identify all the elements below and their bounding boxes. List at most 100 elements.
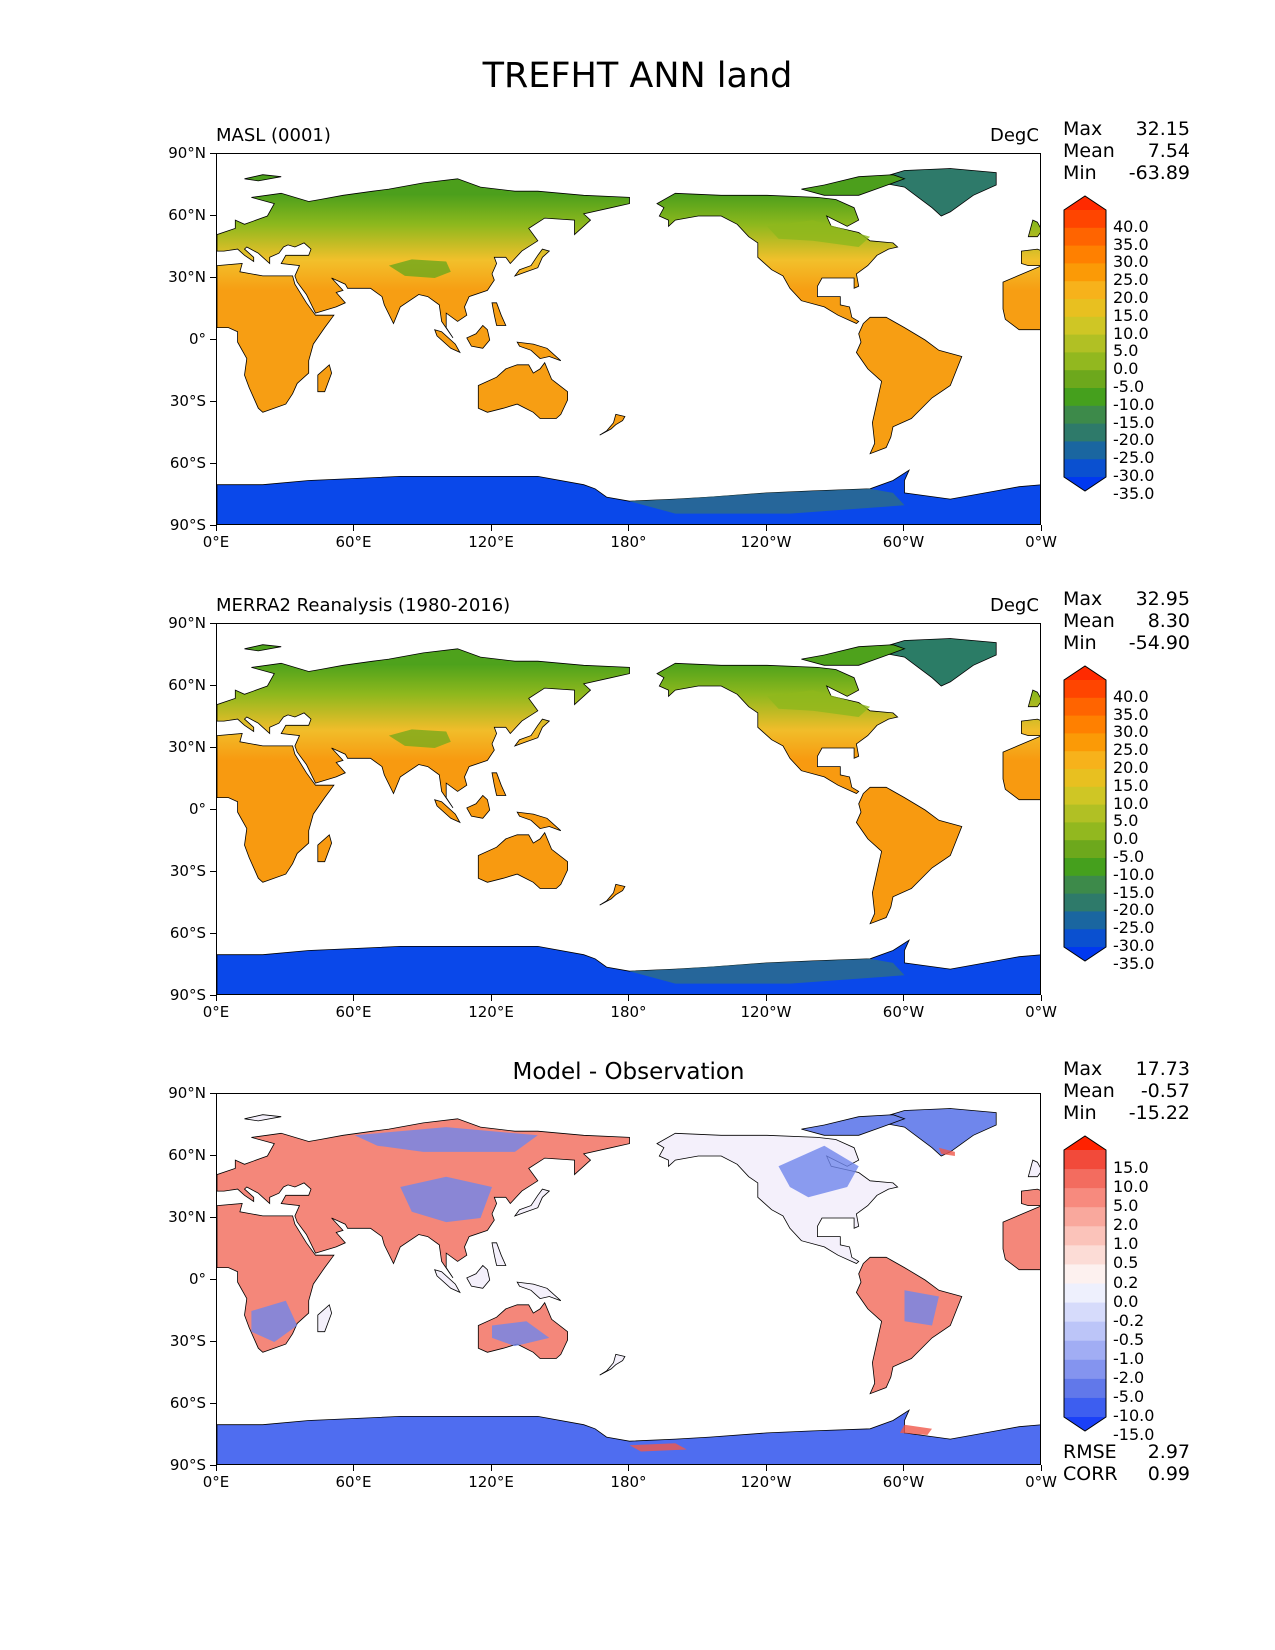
y-tick-label: 30°N xyxy=(168,738,206,756)
colorbar-tick-label: -5.0 xyxy=(1113,847,1145,866)
units-label: DegC xyxy=(990,595,1039,616)
colorbar-segment xyxy=(1064,1226,1106,1246)
colorbar-segment xyxy=(1064,680,1106,699)
units-label: DegC xyxy=(990,125,1039,146)
colorbar-segment xyxy=(1064,1245,1106,1265)
colorbar-segment xyxy=(1064,1150,1106,1170)
colorbar-tick-label: 15.0 xyxy=(1113,775,1149,795)
land-philippines xyxy=(491,772,507,796)
stat-value: -54.90 xyxy=(1128,632,1190,654)
y-tick-mark xyxy=(210,152,216,154)
ross-ice-warm-spot xyxy=(629,1443,687,1452)
colorbar-segment xyxy=(1064,751,1106,770)
colorbar-segment xyxy=(1064,352,1106,371)
colorbar-extend-top xyxy=(1064,196,1106,210)
colorbar xyxy=(1063,1135,1107,1432)
stat-name: Mean xyxy=(1063,140,1115,162)
colorbar-segment xyxy=(1064,858,1106,877)
x-tick-mark xyxy=(1040,1465,1042,1471)
world-map-svg xyxy=(217,1108,1040,1464)
colorbar-tick-label: 5.0 xyxy=(1113,811,1139,831)
x-tick-label: 120°W xyxy=(740,1473,792,1491)
stat-name: Min xyxy=(1063,162,1097,184)
colorbar-segment xyxy=(1064,210,1106,229)
x-tick-mark xyxy=(628,525,630,531)
land-arctic_isl xyxy=(801,1114,906,1136)
colorbar-tick-label: 25.0 xyxy=(1113,270,1149,290)
stat-name: Mean xyxy=(1063,610,1115,632)
colorbar-outline xyxy=(1063,195,1107,492)
colorbar xyxy=(1063,195,1107,492)
colorbar-tick-label: -5.0 xyxy=(1113,1386,1145,1406)
colorbar-tick-label: 25.0 xyxy=(1113,740,1149,760)
weddell-warm-spot xyxy=(899,1424,932,1435)
land-madagascar xyxy=(317,364,333,393)
colorbar-tick-label: 5.0 xyxy=(1113,341,1139,361)
colorbar-extend-bottom xyxy=(1064,1417,1106,1431)
stat-value: 2.97 xyxy=(1147,1441,1190,1463)
colorbar-tick-label: 40.0 xyxy=(1113,686,1149,706)
colorbar-segment xyxy=(1064,715,1106,734)
y-tick-mark xyxy=(210,524,216,526)
land-svalbard xyxy=(244,644,282,652)
colorbar-segment xyxy=(1064,316,1106,336)
x-tick-label: 120°W xyxy=(740,533,792,551)
colorbar-segment xyxy=(1064,281,1106,300)
stat-value: -0.57 xyxy=(1140,1080,1190,1102)
panel-label: MASL (0001) xyxy=(216,125,331,146)
colorbar-tick-label: -2.0 xyxy=(1113,1367,1145,1387)
x-tick-label: 180° xyxy=(610,533,647,551)
land-borneo xyxy=(466,794,491,819)
y-tick-mark xyxy=(210,1402,216,1404)
tibet-region xyxy=(388,259,451,278)
y-tick-label: 60°S xyxy=(169,454,206,472)
land-japan xyxy=(513,718,551,747)
land-arctic_isl xyxy=(801,174,906,196)
x-tick-mark xyxy=(628,995,630,1001)
x-tick-mark xyxy=(353,995,355,1001)
land-philippines xyxy=(491,302,507,326)
stat-min: Min -54.90 xyxy=(1063,632,1190,654)
land-iberia xyxy=(1021,1188,1040,1206)
land-madagascar xyxy=(317,834,333,863)
colorbar-segment xyxy=(1064,1188,1106,1208)
stat-name: Min xyxy=(1063,632,1097,654)
colorbar-tick-label: 35.0 xyxy=(1113,234,1149,254)
land-eurasia xyxy=(217,178,630,339)
land-samerica xyxy=(855,316,963,455)
x-tick-mark xyxy=(490,1465,492,1471)
x-tick-label: 120°E xyxy=(468,533,514,551)
figure-title: TREFHT ANN land xyxy=(482,56,793,96)
y-tick-label: 60°N xyxy=(168,206,206,224)
land-borneo xyxy=(466,324,491,349)
x-tick-label: 60°E xyxy=(335,1473,372,1491)
stat-value: -15.22 xyxy=(1128,1102,1190,1124)
land-sumatra xyxy=(434,329,461,354)
colorbar-tick-label: -15.0 xyxy=(1113,1425,1155,1445)
north-america-boreal xyxy=(767,690,871,717)
colorbar-segment xyxy=(1064,1397,1106,1418)
colorbar-tick-label: -15.0 xyxy=(1113,882,1155,902)
colorbar-tick-label: 10.0 xyxy=(1113,1177,1149,1197)
x-tick-label: 60°W xyxy=(882,533,925,551)
land-africa_w xyxy=(1002,736,1040,801)
stat-name: Max xyxy=(1063,118,1103,140)
x-tick-mark xyxy=(353,525,355,531)
colorbar-segment xyxy=(1064,227,1106,247)
map-frame xyxy=(216,623,1041,995)
land-svalbard xyxy=(244,1114,282,1122)
y-tick-label: 90°S xyxy=(169,1456,206,1474)
map-panel-2: MERRA2 Reanalysis (1980-2016) DegC 90°N 60°… xyxy=(0,0,1275,1021)
land-australia xyxy=(477,831,568,889)
colorbar-segment xyxy=(1064,405,1106,425)
colorbar-segment xyxy=(1064,1359,1106,1380)
colorbar-tick-label: -30.0 xyxy=(1113,466,1155,485)
world-map-svg xyxy=(217,168,1040,524)
x-tick-mark xyxy=(903,995,905,1001)
land-africa xyxy=(217,1203,335,1353)
x-tick-label: 0°W xyxy=(1025,533,1057,551)
colorbar-tick-label: -30.0 xyxy=(1113,936,1155,955)
colorbar-tick-label: 35.0 xyxy=(1113,704,1149,724)
west-antarctica-region xyxy=(629,488,905,514)
colorbar-tick-label: 1.0 xyxy=(1113,1234,1139,1254)
